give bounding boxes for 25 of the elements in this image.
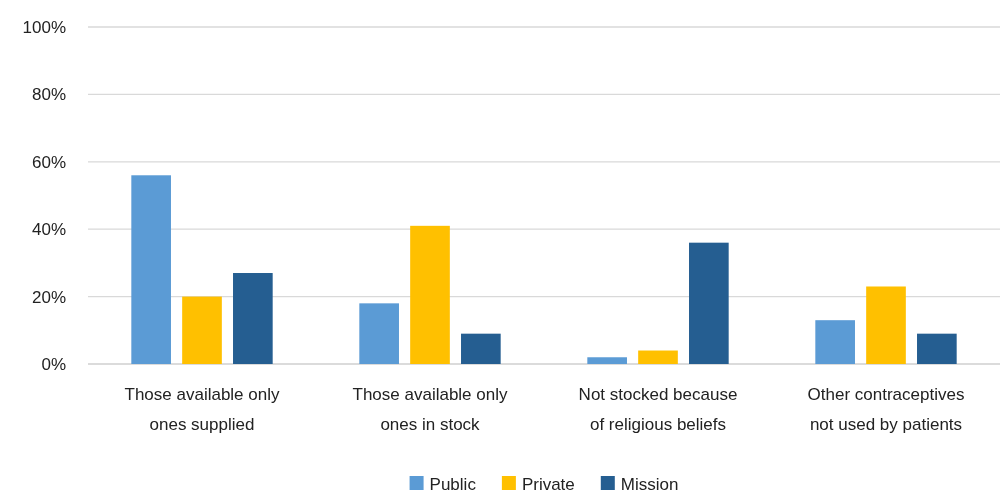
bar [359, 303, 399, 364]
x-tick-label: Not stocked because of religious beliefs [578, 385, 738, 434]
bar [233, 273, 273, 364]
x-tick-label: Those available only ones supplied [124, 385, 280, 434]
bar [815, 320, 855, 364]
bar [410, 225, 450, 364]
y-tick-label: 80% [31, 85, 66, 105]
bar [461, 333, 501, 364]
x-tick-label: Those available only ones in stock [352, 385, 508, 434]
y-tick-label: 100% [22, 17, 66, 37]
x-tick-label: Other contraceptives not used by patients [807, 385, 965, 434]
bar [866, 286, 906, 364]
y-tick-label: 60% [31, 152, 66, 172]
bar [689, 242, 729, 364]
bar [587, 357, 627, 364]
legend-label: Mission [620, 474, 679, 494]
legend-label: Private [521, 474, 575, 494]
bar [131, 175, 171, 364]
y-tick-label: 40% [31, 220, 66, 240]
bar [638, 350, 678, 364]
y-tick-label: 0% [41, 354, 66, 374]
legend-label: Public [429, 474, 477, 494]
bar [917, 333, 957, 364]
y-tick-label: 20% [31, 287, 66, 307]
bar [182, 296, 222, 364]
